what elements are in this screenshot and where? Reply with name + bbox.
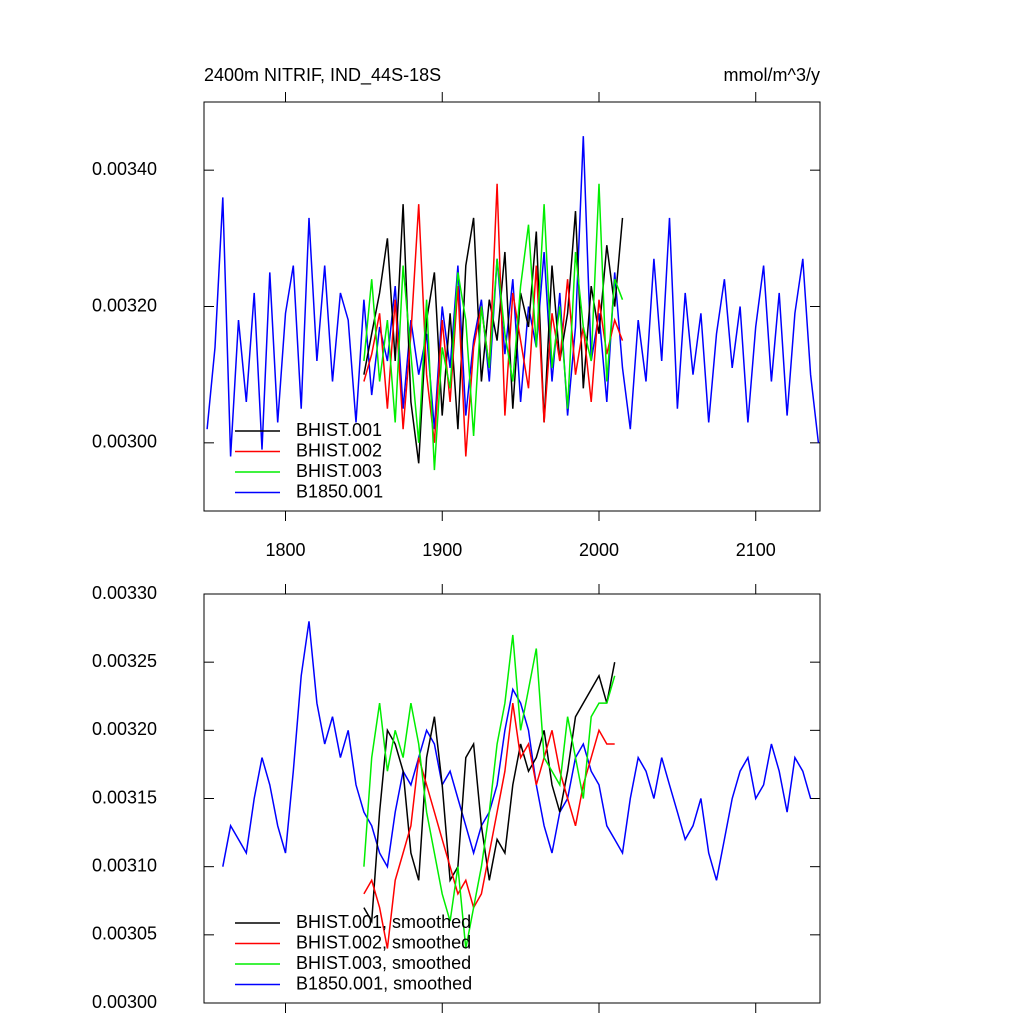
legend-label: BHIST.002, smoothed [296,932,471,952]
legend-label: BHIST.001 [296,420,382,440]
x-tick-label: 2100 [736,540,776,560]
legend-label: BHIST.002 [296,440,382,460]
y-tick-label: 0.00340 [92,159,157,179]
data-line [363,634,616,949]
data-line [222,621,812,881]
chart-title: 2400m NITRIF, IND_44S-18S [204,65,441,86]
y-tick-label: 0.00325 [92,651,157,671]
data-line [363,702,615,949]
legend-label: BHIST.003 [296,461,382,481]
y-tick-label: 0.00320 [92,295,157,315]
y-tick-label: 0.00330 [92,583,157,603]
y-tick-label: 0.00300 [92,992,157,1012]
data-line [363,183,624,457]
y-tick-label: 0.00305 [92,924,157,944]
data-line [363,183,624,471]
x-tick-label: 1800 [265,540,305,560]
y-tick-label: 0.00310 [92,855,157,875]
y-tick-label: 0.00300 [92,432,157,452]
data-line [363,662,616,924]
y-tick-label: 0.00320 [92,719,157,739]
y-tick-label: 0.00315 [92,787,157,807]
units-label: mmol/m^3/y [724,65,820,85]
x-tick-label: 2000 [579,540,619,560]
data-line [206,136,820,457]
legend-label: BHIST.003, smoothed [296,953,471,973]
legend-label: B1850.001, smoothed [296,973,472,993]
legend-label: B1850.001 [296,481,383,501]
x-tick-label: 1900 [422,540,462,560]
legend-label: BHIST.001, smoothed [296,912,471,932]
